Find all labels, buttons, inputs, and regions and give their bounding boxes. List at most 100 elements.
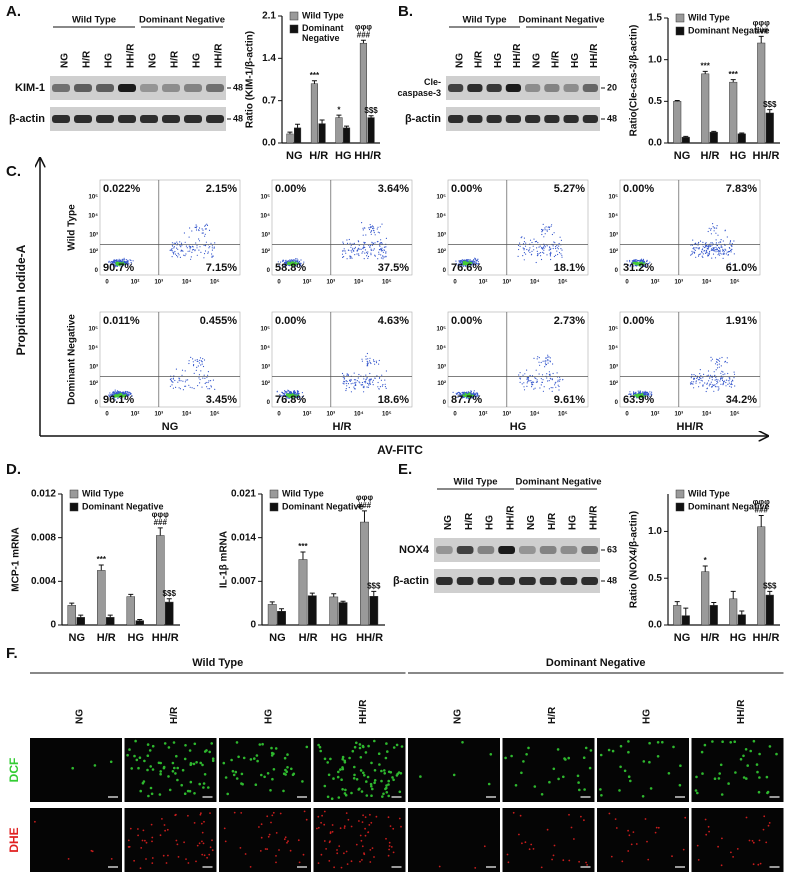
significance-mark: $$$ [364,106,378,115]
blot-band [456,577,474,585]
micrograph [219,808,311,872]
legend-label: Dominant Negative [82,501,164,511]
quadrant-percent: 2.73% [554,315,585,327]
legend-swatch [675,489,685,499]
flow-y-tick: 0 [267,400,271,406]
micrograph [597,738,689,802]
flow-events-dense [285,393,300,399]
legend-swatch [69,502,79,512]
significance-mark: *** [298,542,308,551]
blot-band [140,84,158,92]
y-tick-label: 0.5 [648,573,662,584]
flow-y-tick: 10³ [261,232,270,239]
significance-mark: φφφ [152,510,169,519]
flow-x-tick: 10³ [674,411,683,418]
flow-y-tick: 10³ [437,232,446,239]
lane-label: H/R [547,512,558,530]
mw-label: 20 [607,82,617,92]
blot-band [498,577,515,585]
blot-band [448,84,464,92]
quadrant-percent: 3.45% [206,394,237,406]
error-bar [78,614,84,618]
error-bar [269,601,275,605]
panel-label: F. [6,645,18,662]
significance-mark: *** [701,61,711,70]
y-tick-label: 0.004 [31,576,56,587]
legend-label: Dominant Negative [282,501,364,511]
blot-band [52,84,70,92]
error-bar [730,79,736,83]
stained-cells [504,746,593,796]
quadrant-percent: 4.63% [378,315,409,327]
quadrant-percent: 3.64% [378,183,409,195]
flow-x-tick: 10³ [154,279,163,286]
flow-x-tick: 10² [131,411,140,418]
legend-swatch [289,24,299,34]
blot-row-label: NOX4 [399,544,430,556]
bar [165,601,174,626]
x-tick-label: H/R [701,632,720,644]
stained-cells [694,739,778,796]
bar [97,570,106,626]
y-tick-label: 0.0 [262,138,276,149]
flow-events-dense [115,261,126,267]
bar [729,598,738,626]
stained-cells [316,810,402,869]
quadrant-percent: 18.6% [378,394,409,406]
significance-mark: φφφ [753,18,770,27]
significance-mark: $$$ [163,589,177,598]
blot-band [436,577,453,585]
quadrant-percent: 63.9% [623,394,654,406]
micrograph [313,808,406,872]
x-tick-label: HH/R [152,632,179,644]
flow-y-tick: 10⁵ [261,327,271,333]
quadrant-percent: 76.6% [451,262,482,274]
significance-mark: ### [357,30,371,39]
y-tick-label: 0 [250,620,256,631]
y-tick-label: 0 [50,620,56,631]
x-tick-label: HH/R [753,632,780,644]
x-tick-label: NG [674,632,691,644]
lane-label: H/R [82,50,93,68]
significance-mark: *** [97,555,107,564]
lane-label: HH/R [512,43,523,68]
legend-swatch [69,489,79,499]
flow-events-dense [462,260,473,266]
y-tick-label: 0.007 [231,576,256,587]
blot-band [118,84,136,92]
y-tick-label: 0.014 [231,532,256,543]
blot-group-label: Dominant Negative [515,477,601,488]
flow-x-tick: 0 [105,412,109,418]
blot-group-label: Dominant Negative [518,15,604,26]
flow-x-tick: 10³ [502,411,511,418]
flow-x-tick: 10⁴ [182,412,192,418]
x-tick-label: H/R [701,150,720,162]
micrograph [124,808,217,872]
x-tick-label: HH/R [354,150,381,162]
flow-x-tick: 10⁵ [730,280,740,286]
flow-row-label: Wild Type [67,204,78,251]
y-tick-label: 0.7 [262,95,276,106]
error-bar [287,131,293,134]
error-bar [300,551,306,560]
bar [294,127,302,144]
error-bar [683,135,689,138]
blot-band [184,84,202,92]
imaging-lane-label: HG [642,709,653,724]
micrograph [30,808,122,872]
flow-row-label: Dominant Negative [67,314,78,405]
legend-label: Wild Type [688,488,730,498]
x-tick-label: HG [128,632,145,644]
flow-y-tick: 10³ [609,364,618,371]
imaging-lane-label: H/R [547,706,558,724]
flow-x-tick: 10³ [502,279,511,286]
error-bar [360,39,366,44]
blot-row-label: β-actin [9,113,45,125]
lane-label: NG [148,53,159,68]
legend-swatch [675,26,685,36]
significance-mark: $$$ [763,100,777,109]
blot-row-label: caspase-3 [397,88,441,98]
error-bar [336,114,342,118]
bar [298,559,308,626]
